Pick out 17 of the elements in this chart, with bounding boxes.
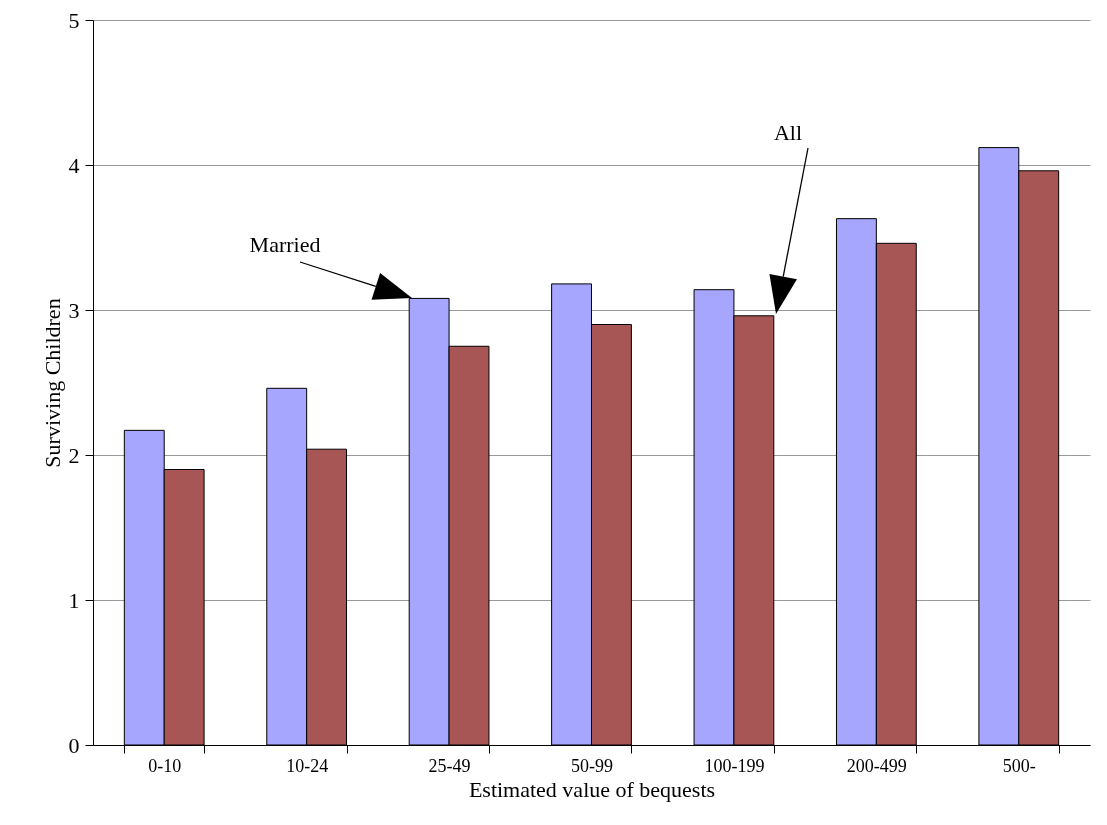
x-tick-label: 500- (1002, 755, 1036, 776)
y-tick-label: 2 (68, 442, 80, 468)
annotation: All (773, 120, 803, 145)
x-tick-label: 100-199 (704, 755, 765, 776)
y-tick-label: 0 (68, 732, 80, 758)
y-tick-label: 4 (68, 152, 80, 178)
y-tick-label: 3 (68, 297, 80, 323)
x-tick-label: 0-10 (148, 755, 182, 776)
x-tick-label: 50-99 (571, 755, 613, 776)
y-axis-title: Surviving Children (39, 298, 65, 468)
annotation: Married (249, 232, 321, 257)
x-tick-label: 25-49 (428, 755, 471, 776)
x-axis-title: Estimated value of bequests (468, 776, 716, 802)
y-tick-label: 1 (68, 587, 80, 613)
x-tick-label: 10-24 (286, 755, 329, 776)
x-tick-label: 200-499 (846, 755, 907, 776)
y-tick-label: 5 (68, 7, 80, 33)
